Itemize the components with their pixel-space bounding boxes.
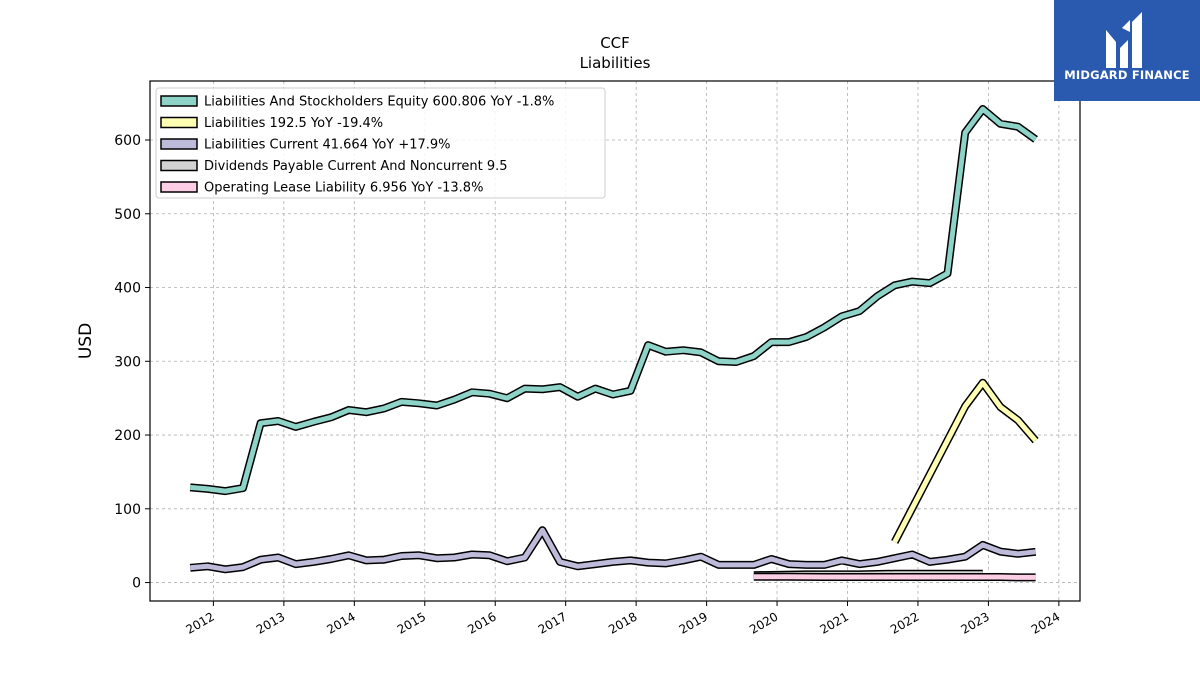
legend-label-operating-lease-liability: Operating Lease Liability 6.956 YoY -13.… [204, 181, 483, 196]
series-layer [189, 105, 1039, 582]
legend-swatch-operating-lease-liability [160, 181, 198, 193]
y-tick-label: 100 [114, 502, 141, 518]
y-tick-label: 0 [132, 576, 141, 592]
y-tick-label: 400 [114, 281, 141, 297]
legend-swatch-liabilities-and-stockholders-equity [160, 95, 198, 107]
series-line-liabilities-and-stockholders-equity [189, 106, 1038, 494]
x-tick-label: 2021 [818, 609, 851, 636]
y-tick-label: 200 [114, 428, 141, 444]
x-tick-label: 2014 [324, 609, 357, 636]
logo-mark-icon [1106, 12, 1142, 68]
y-axis-ticks: 0 100 200 300 400 500 600 [114, 133, 150, 592]
x-tick-label: 2017 [536, 609, 569, 636]
legend-swatch-dividends-payable-current-and-noncurrent [160, 159, 198, 172]
y-tick-label: 500 [114, 207, 141, 223]
x-tick-label: 2012 [183, 609, 216, 636]
legend-label-liabilities-and-stockholders-equity: Liabilities And Stockholders Equity 600.… [204, 95, 554, 110]
legend-swatch-liabilities-current [160, 138, 198, 150]
y-tick-label: 300 [114, 354, 141, 370]
x-tick-label: 2013 [254, 609, 287, 636]
chart-subtitle: Liabilities [580, 54, 651, 72]
brand-name: MIDGARD FINANCE [1064, 68, 1190, 82]
x-tick-label: 2022 [888, 609, 921, 636]
legend-label-dividends-payable-current-and-noncurrent: Dividends Payable Current And Noncurrent… [204, 159, 508, 174]
x-tick-label: 2023 [958, 609, 991, 636]
brand-logo: MIDGARD FINANCE [1054, 0, 1200, 101]
grid-lines [150, 81, 1080, 601]
x-tick-label: 2018 [606, 609, 639, 636]
series-line-liabilities-current [189, 527, 1036, 572]
x-tick-label: 2016 [465, 609, 498, 636]
x-axis-ticks: 2012 2013 2014 2015 2016 2017 2018 2019 2020 2021… [183, 601, 1062, 637]
legend: Liabilities And Stockholders Equity 600.… [155, 87, 606, 199]
y-axis-label: USD [76, 323, 96, 359]
x-tick-label: 2019 [677, 609, 710, 636]
y-tick-label: 600 [114, 133, 141, 149]
chart-title: CCF [600, 34, 630, 52]
legend-label-liabilities-current: Liabilities Current 41.664 YoY +17.9% [204, 138, 451, 153]
series-line-liabilities [892, 380, 1038, 544]
plot-frame [149, 80, 1081, 602]
legend-label-liabilities: Liabilities 192.5 YoY -19.4% [204, 116, 383, 131]
x-tick-label: 2020 [747, 609, 780, 636]
legend-swatch-liabilities [160, 116, 198, 129]
x-tick-label: 2015 [395, 609, 428, 636]
x-tick-label: 2024 [1029, 609, 1062, 636]
series-line-operating-lease-liability [753, 574, 1036, 580]
legend-box [155, 87, 606, 199]
